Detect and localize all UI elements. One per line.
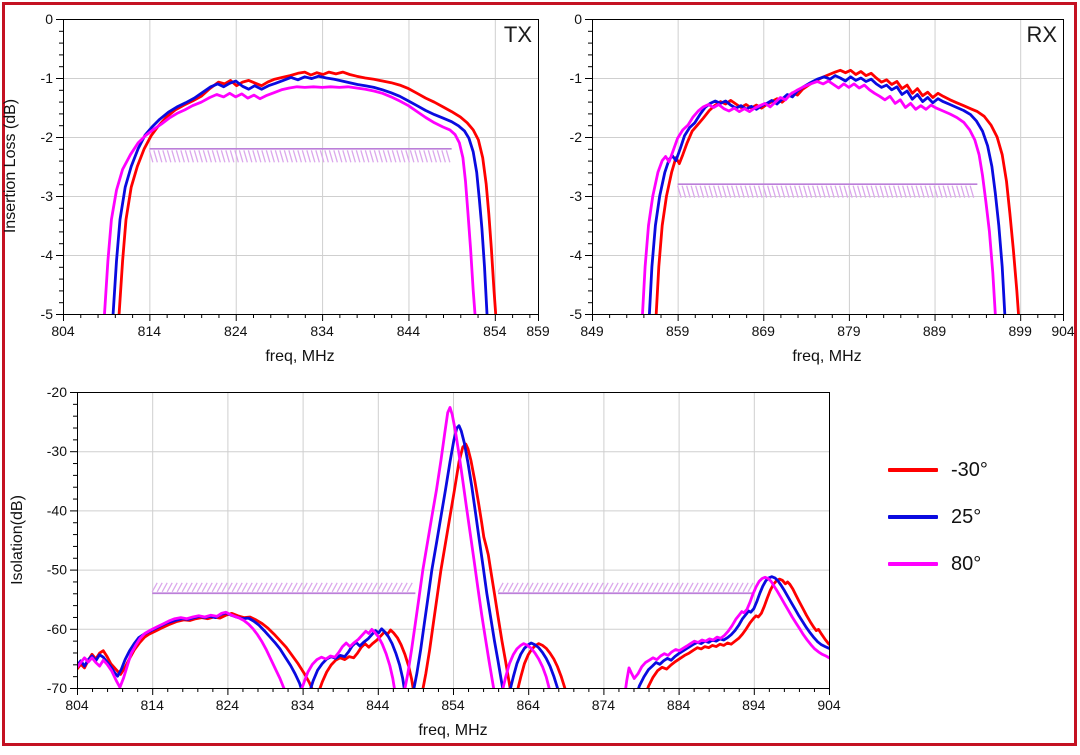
svg-text:-40: -40 bbox=[47, 502, 67, 518]
tx-plot-frame bbox=[63, 19, 539, 315]
iso-ticks bbox=[70, 392, 830, 695]
rx-spec-limit bbox=[677, 183, 978, 198]
legend-swatch-25 bbox=[888, 515, 938, 519]
svg-text:-50: -50 bbox=[47, 562, 67, 578]
svg-text:859: 859 bbox=[526, 323, 550, 339]
svg-text:854: 854 bbox=[441, 697, 465, 713]
tx-trace--30° bbox=[117, 70, 498, 315]
tx-corner-label: TX bbox=[503, 22, 532, 47]
svg-text:834: 834 bbox=[310, 323, 334, 339]
iso-chart: 804 814 824 834 844 854 864 874 884 894 904 -20 -30 -… bbox=[47, 384, 841, 713]
svg-text:-60: -60 bbox=[47, 621, 67, 637]
legend-label-minus30: -30° bbox=[951, 458, 988, 481]
svg-text:874: 874 bbox=[592, 697, 616, 713]
svg-text:834: 834 bbox=[291, 697, 315, 713]
svg-text:869: 869 bbox=[752, 323, 776, 339]
svg-text:-1: -1 bbox=[41, 70, 54, 86]
tx-chart: 804 814 824 834 844 854 859 0 -1 -2 -3 -4 -5 bbox=[41, 11, 550, 339]
svg-text:904: 904 bbox=[1051, 323, 1075, 339]
rx-tick-labels: 849 859 869 879 889 899 904 0 -1 -2 -3 -4 -5 bbox=[570, 11, 1075, 339]
tx-trace-25° bbox=[111, 74, 489, 315]
iso-tick-labels: 804 814 824 834 844 854 864 874 884 894 904 -20 -30 -… bbox=[47, 384, 841, 713]
svg-text:879: 879 bbox=[837, 323, 861, 339]
rx-xaxis-title: freq, MHz bbox=[792, 348, 862, 365]
tx-trace-80° bbox=[103, 85, 477, 315]
isolation-yaxis-title: Isolation(dB) bbox=[9, 495, 26, 585]
svg-text:864: 864 bbox=[517, 697, 541, 713]
svg-text:844: 844 bbox=[366, 697, 390, 713]
svg-text:889: 889 bbox=[923, 323, 947, 339]
rx-series bbox=[641, 68, 1020, 315]
tx-yaxis-title: Insertion Loss (dB) bbox=[2, 98, 19, 234]
rx-trace-25° bbox=[648, 74, 1007, 315]
iso-trace-80° bbox=[77, 405, 829, 689]
svg-text:894: 894 bbox=[742, 697, 766, 713]
svg-text:-3: -3 bbox=[570, 188, 583, 204]
tx-spec-limit bbox=[148, 147, 452, 163]
svg-text:884: 884 bbox=[667, 697, 691, 713]
legend-swatch-80 bbox=[888, 562, 938, 566]
tx-gridlines bbox=[63, 19, 538, 314]
legend-item-minus30: -30° bbox=[888, 455, 988, 485]
rx-corner-label: RX bbox=[1026, 22, 1057, 47]
rx-ticks bbox=[585, 19, 1064, 321]
tx-series bbox=[103, 70, 498, 315]
legend-item-25: 25° bbox=[888, 502, 988, 532]
svg-text:854: 854 bbox=[483, 323, 507, 339]
svg-text:-30: -30 bbox=[47, 443, 67, 459]
svg-text:-2: -2 bbox=[570, 129, 583, 145]
iso-gridlines bbox=[77, 392, 829, 688]
svg-text:-5: -5 bbox=[41, 306, 54, 322]
legend-label-80: 80° bbox=[951, 552, 982, 575]
legend-label-25: 25° bbox=[951, 505, 982, 528]
svg-text:804: 804 bbox=[51, 323, 75, 339]
svg-text:0: 0 bbox=[574, 11, 582, 27]
legend-swatch-minus30 bbox=[888, 468, 938, 472]
svg-text:844: 844 bbox=[397, 323, 421, 339]
legend-item-80: 80° bbox=[888, 549, 988, 579]
svg-text:-1: -1 bbox=[570, 70, 583, 86]
svg-text:824: 824 bbox=[216, 697, 240, 713]
svg-text:859: 859 bbox=[666, 323, 690, 339]
svg-text:849: 849 bbox=[580, 323, 604, 339]
svg-text:904: 904 bbox=[817, 697, 841, 713]
svg-text:804: 804 bbox=[65, 697, 89, 713]
iso-spec-limit bbox=[151, 582, 754, 595]
rx-plot-frame bbox=[592, 19, 1064, 315]
rx-chart: 849 859 869 879 889 899 904 0 -1 -2 -3 -4 -5 bbox=[570, 11, 1075, 339]
svg-text:-20: -20 bbox=[47, 384, 67, 400]
svg-text:899: 899 bbox=[1009, 323, 1033, 339]
svg-text:-5: -5 bbox=[570, 306, 583, 322]
svg-text:814: 814 bbox=[141, 697, 165, 713]
tx-ticks bbox=[56, 19, 539, 321]
rx-trace-80° bbox=[641, 79, 997, 315]
svg-text:-70: -70 bbox=[47, 680, 67, 696]
isolation-xaxis-title: freq, MHz bbox=[418, 722, 488, 739]
iso-series bbox=[77, 405, 829, 689]
legend: -30° 25° 80° bbox=[888, 455, 988, 579]
svg-text:-4: -4 bbox=[570, 247, 583, 263]
svg-text:0: 0 bbox=[45, 11, 53, 27]
svg-text:814: 814 bbox=[138, 323, 162, 339]
svg-text:824: 824 bbox=[224, 323, 248, 339]
svg-text:-3: -3 bbox=[41, 188, 54, 204]
rx-trace--30° bbox=[654, 68, 1020, 315]
tx-xaxis-title: freq, MHz bbox=[265, 348, 335, 365]
svg-text:-4: -4 bbox=[41, 247, 54, 263]
tx-tick-labels: 804 814 824 834 844 854 859 0 -1 -2 -3 -4 -5 bbox=[41, 11, 550, 339]
svg-text:-2: -2 bbox=[41, 129, 54, 145]
